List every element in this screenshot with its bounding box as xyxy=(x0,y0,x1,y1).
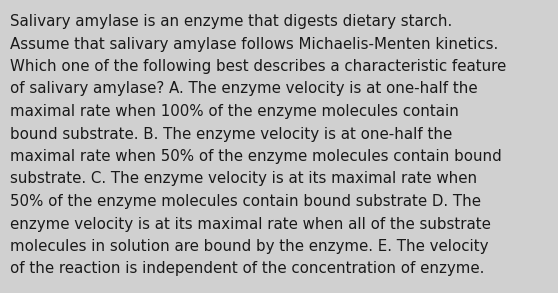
Text: of the reaction is independent of the concentration of enzyme.: of the reaction is independent of the co… xyxy=(10,261,484,277)
Text: enzyme velocity is at its maximal rate when all of the substrate: enzyme velocity is at its maximal rate w… xyxy=(10,217,491,231)
Text: maximal rate when 50% of the enzyme molecules contain bound: maximal rate when 50% of the enzyme mole… xyxy=(10,149,502,164)
Text: Which one of the following best describes a characteristic feature: Which one of the following best describe… xyxy=(10,59,506,74)
Text: Salivary amylase is an enzyme that digests dietary starch.: Salivary amylase is an enzyme that diges… xyxy=(10,14,452,29)
Text: 50% of the enzyme molecules contain bound substrate D. The: 50% of the enzyme molecules contain boun… xyxy=(10,194,481,209)
Text: of salivary amylase? A. The enzyme velocity is at one-half the: of salivary amylase? A. The enzyme veloc… xyxy=(10,81,478,96)
Text: maximal rate when 100% of the enzyme molecules contain: maximal rate when 100% of the enzyme mol… xyxy=(10,104,459,119)
Text: Assume that salivary amylase follows Michaelis-Menten kinetics.: Assume that salivary amylase follows Mic… xyxy=(10,37,498,52)
Text: molecules in solution are bound by the enzyme. E. The velocity: molecules in solution are bound by the e… xyxy=(10,239,488,254)
Text: bound substrate. B. The enzyme velocity is at one-half the: bound substrate. B. The enzyme velocity … xyxy=(10,127,452,142)
Text: substrate. C. The enzyme velocity is at its maximal rate when: substrate. C. The enzyme velocity is at … xyxy=(10,171,477,187)
